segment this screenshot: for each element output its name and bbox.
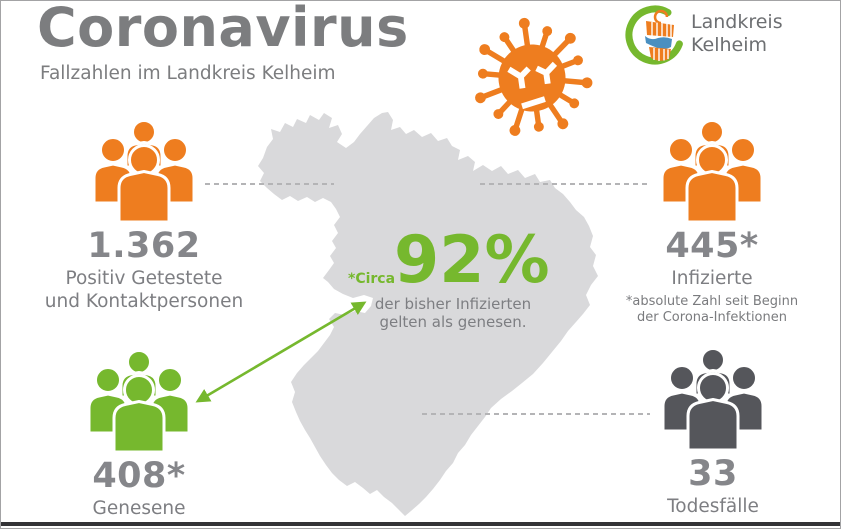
callout-caption-line1: der bisher Infizierten (374, 295, 532, 313)
stat-recovered: 408* Genesene (28, 349, 250, 520)
logo-text-line1: Landkreis (691, 11, 783, 33)
page-title: Coronavirus (37, 0, 409, 59)
landkreis-kelheim-logo: Landkreis Kelheim (625, 5, 783, 65)
district-map-silhouette (258, 112, 598, 516)
page-subtitle: Fallzahlen im Landkreis Kelheim (40, 63, 336, 84)
stat-footnote-line1: *absolute Zahl seit Beginn (625, 294, 799, 309)
people-group-icon (660, 119, 764, 223)
callout-caption: der bisher Infizierten gelten als genese… (343, 295, 563, 331)
stat-label-line2: und Kontaktpersonen (44, 291, 244, 312)
stat-label: Positiv Getestete und Kontaktpersonen (33, 267, 255, 313)
stat-footnote: *absolute Zahl seit Beginn der Corona-In… (601, 294, 823, 326)
virus-icon (475, 17, 593, 136)
stat-value: 408* (92, 456, 186, 496)
landkreis-kelheim-logo-icon (625, 5, 683, 65)
stat-infected: 445* Infizierte *absolute Zahl seit Begi… (601, 119, 823, 326)
stat-label: Todesfälle (667, 496, 759, 517)
virus-mouth (521, 96, 546, 110)
logo-text: Landkreis Kelheim (691, 11, 783, 57)
virus-spikes (475, 17, 593, 136)
stat-deaths: 33 Todesfälle (602, 347, 824, 518)
callout-caption-line2: gelten als genesen. (379, 313, 527, 331)
stat-label-line1: Positiv Getestete (65, 268, 223, 289)
people-group-icon (92, 119, 196, 223)
callout-percentage: 92% (394, 223, 550, 298)
people-group-icon (87, 349, 191, 453)
virus-angry-eyes (507, 61, 558, 89)
logo-text-line2: Kelheim (691, 34, 767, 56)
stat-label: Genesene (92, 498, 186, 519)
stat-value: 33 (688, 454, 738, 494)
virus-body (498, 44, 566, 112)
people-group-icon (661, 347, 765, 451)
bottom-border-bar (1, 522, 840, 526)
stat-footnote-line2: der Corona-Infektionen (637, 310, 787, 325)
stat-label: Infizierte (671, 268, 753, 289)
recovered-double-arrow (195, 301, 367, 403)
stat-value: 1.362 (87, 226, 201, 266)
stat-positive-tested: 1.362 Positiv Getestete und Kontaktperso… (33, 119, 255, 313)
stat-value: 445* (665, 226, 759, 266)
callout-circa-prefix: *Circa (348, 271, 396, 287)
